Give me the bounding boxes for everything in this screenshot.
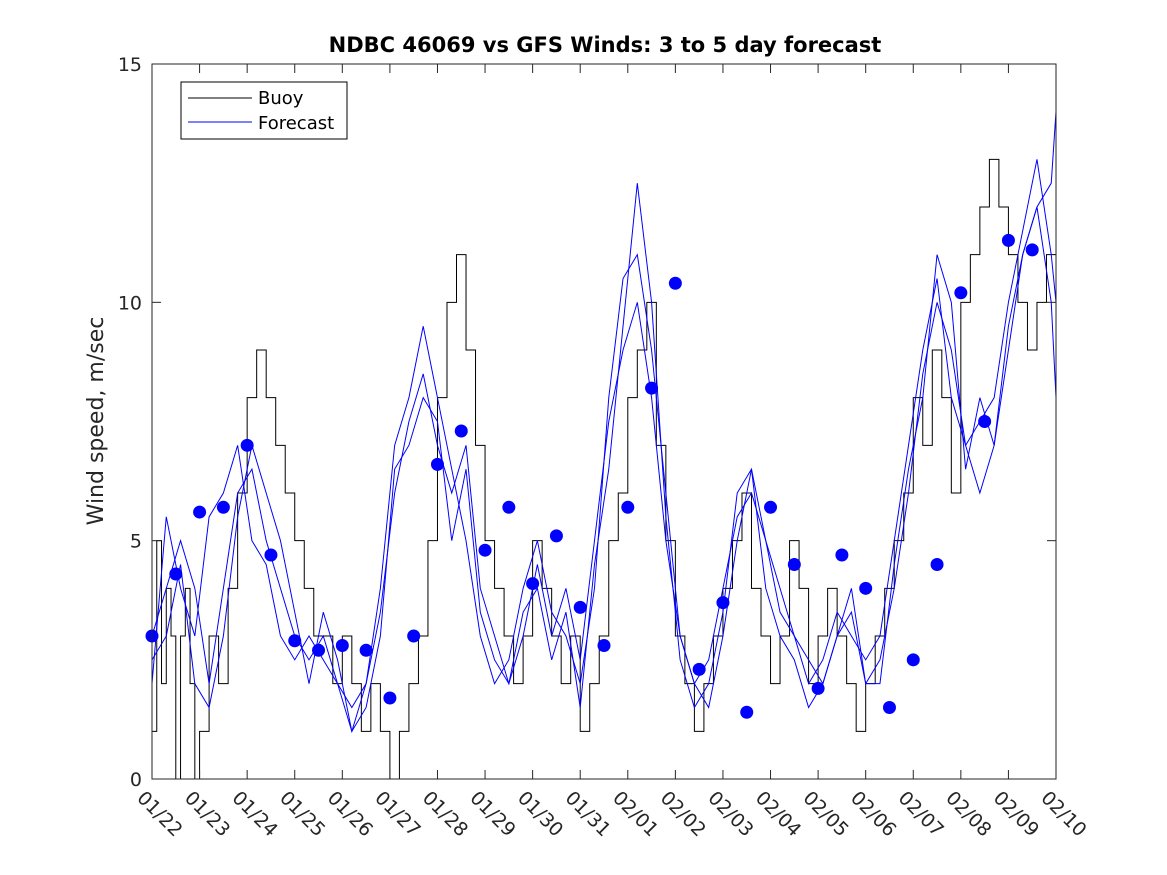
chart-title: NDBC 46069 vs GFS Winds: 3 to 5 day fore… — [329, 33, 882, 57]
forecast-marker — [407, 629, 421, 643]
forecast-marker — [478, 543, 492, 557]
forecast-marker — [573, 600, 587, 614]
legend-forecast-label: Forecast — [258, 113, 334, 134]
forecast-marker — [835, 548, 849, 562]
forecast-marker — [764, 500, 778, 514]
forecast-marker — [882, 701, 896, 714]
series-group — [152, 111, 1056, 779]
forecast-line-1 — [152, 111, 1056, 734]
legend-buoy-label: Buoy — [258, 88, 304, 109]
forecast-marker — [668, 276, 682, 290]
forecast-line-3 — [152, 183, 1056, 733]
forecast-marker — [954, 286, 968, 300]
forecast-marker — [216, 500, 230, 514]
forecast-marker — [549, 529, 563, 543]
legend: Buoy Forecast — [180, 81, 348, 140]
forecast-marker — [597, 639, 611, 653]
forecast-marker — [1001, 233, 1015, 247]
forecast-marker — [312, 643, 326, 657]
forecast-marker — [930, 558, 944, 571]
y-axis-label: Wind speed, m/sec — [84, 317, 109, 526]
y-tick-label: 0 — [130, 769, 142, 791]
forecast-marker — [502, 500, 516, 514]
forecast-marker — [906, 653, 920, 667]
plot-area: 05101501/2201/2301/2401/2501/2601/2701/2… — [118, 54, 1091, 841]
buoy-line — [152, 158, 1056, 779]
plot-background — [152, 64, 1056, 779]
forecast-marker — [978, 415, 992, 428]
forecast-marker — [430, 457, 444, 471]
forecast-marker — [811, 681, 825, 695]
forecast-marker — [335, 639, 349, 653]
forecast-marker — [645, 381, 659, 395]
forecast-marker — [240, 438, 254, 452]
forecast-line-2 — [152, 159, 1056, 709]
forecast-marker — [787, 558, 801, 571]
y-tick-label: 10 — [118, 292, 142, 314]
forecast-marker — [193, 505, 207, 519]
forecast-marker — [454, 424, 468, 438]
legend-box — [180, 81, 348, 140]
forecast-marker — [716, 596, 730, 610]
forecast-marker — [859, 581, 873, 595]
forecast-marker — [264, 548, 278, 562]
forecast-marker — [383, 691, 397, 705]
forecast-marker — [169, 567, 183, 581]
forecast-marker — [526, 577, 540, 591]
y-tick-label: 15 — [118, 54, 142, 76]
forecast-marker — [621, 500, 635, 514]
forecast-marker — [1025, 243, 1039, 257]
forecast-marker — [692, 662, 706, 676]
forecast-marker — [740, 705, 754, 719]
forecast-marker — [359, 643, 373, 657]
y-tick-label: 5 — [130, 531, 142, 553]
forecast-marker — [288, 634, 302, 648]
axes-box — [151, 63, 1057, 780]
